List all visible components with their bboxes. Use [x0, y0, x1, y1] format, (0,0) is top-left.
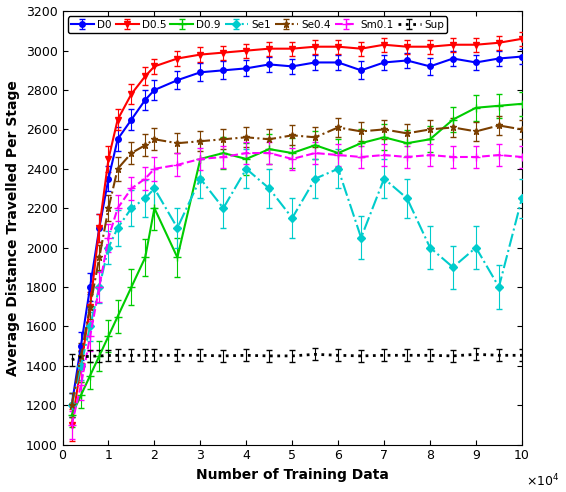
Y-axis label: Average Distance Travelled Per Stage: Average Distance Travelled Per Stage — [6, 80, 20, 376]
X-axis label: Number of Training Data: Number of Training Data — [196, 468, 389, 482]
Legend: D0, D0.5, D0.9, Se1, Se0.4, Sm0.1, Sup: D0, D0.5, D0.9, Se1, Se0.4, Sm0.1, Sup — [68, 16, 447, 32]
Text: $\times 10^4$: $\times 10^4$ — [526, 473, 560, 489]
